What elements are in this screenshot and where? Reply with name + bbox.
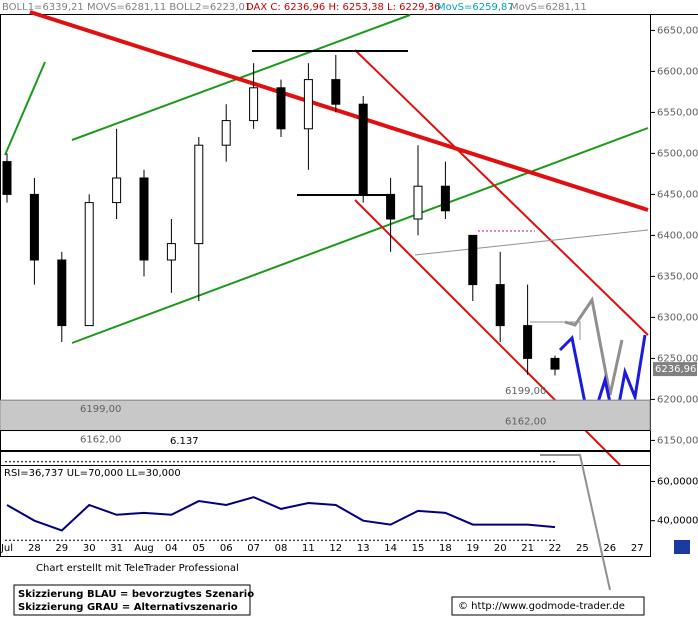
- x-tick-label: 29: [55, 543, 68, 554]
- x-tick-label: 07: [247, 543, 260, 554]
- legend-text: Skizzierung GRAU = Alternativszenario: [18, 602, 238, 613]
- x-tick-label: 21: [521, 543, 534, 554]
- candle-body: [112, 177, 122, 204]
- x-tick-label: 28: [28, 543, 41, 554]
- header-movs: MovS=6259,87: [437, 2, 514, 13]
- candle-body: [139, 177, 149, 261]
- last-price-label: 6236,96: [655, 364, 696, 375]
- x-tick-label: Jul: [0, 543, 13, 554]
- trend-lines: [4, 10, 649, 591]
- y-tick-label: 6250,00: [657, 353, 698, 364]
- x-tick-label: 14: [384, 543, 397, 554]
- support-band: [0, 399, 651, 432]
- level-label: 6199,00: [505, 386, 546, 397]
- candle-body: [221, 120, 231, 146]
- y-tick-label: 40,0000: [657, 516, 698, 527]
- credit: Chart erstellt mit TeleTrader Profession…: [36, 563, 239, 574]
- legend-text: Skizzierung BLAU = bevorzugtes Szenario: [18, 589, 254, 600]
- x-tick-label: 15: [412, 543, 425, 554]
- x-tick-label: Aug: [134, 543, 154, 554]
- x-tick-label: 19: [466, 543, 479, 554]
- rsi-title: RSI=36,737 UL=70,000 LL=30,000: [4, 468, 181, 479]
- x-tick-label: 27: [631, 543, 644, 554]
- y-tick-label: 6150,00: [657, 435, 698, 446]
- x-tick-label: 05: [192, 543, 205, 554]
- candle-body: [2, 161, 12, 195]
- candle-body: [358, 103, 368, 195]
- x-tick-label: 04: [165, 543, 178, 554]
- candle-body: [276, 87, 286, 130]
- last-price-box: [653, 362, 697, 377]
- icon: [674, 540, 690, 554]
- candle-body: [440, 185, 450, 212]
- x-tick-label: 13: [357, 543, 370, 554]
- x-tick-label: 20: [494, 543, 507, 554]
- candle-body: [303, 79, 313, 130]
- candle-body: [550, 357, 560, 370]
- level-label: 6.137: [170, 436, 199, 447]
- y-tick-label: 6200,00: [657, 394, 698, 405]
- level-label: 6162,00: [80, 435, 121, 446]
- url-box: [451, 596, 645, 616]
- x-tick-label: 06: [220, 543, 233, 554]
- candle-body: [84, 202, 94, 327]
- legend-box: [13, 584, 251, 616]
- candle-body: [495, 284, 505, 327]
- y-tick-label: 60,0000: [657, 476, 698, 487]
- x-tick-label: 26: [603, 543, 616, 554]
- x-tick-label: 22: [549, 543, 562, 554]
- x-tick-label: 30: [83, 543, 96, 554]
- x-tick-label: 11: [302, 543, 315, 554]
- y-tick-label: 6300,00: [657, 312, 698, 323]
- header-boll: BOLL1=6339,21 MOVS=6281,11 BOLL2=6223,01: [2, 2, 251, 13]
- candle-body: [29, 193, 39, 261]
- y-tick-label: 6500,00: [657, 148, 698, 159]
- candle-body: [468, 234, 478, 286]
- candle-body: [249, 87, 259, 122]
- candle-body: [523, 325, 533, 359]
- x-tick-label: 25: [576, 543, 589, 554]
- y-tick-label: 6550,00: [657, 107, 698, 118]
- header-movs: MovS=6281,11: [510, 2, 587, 13]
- candle-body: [386, 193, 396, 220]
- level-label: 6199,00: [80, 404, 121, 415]
- rsi-line: [6, 496, 556, 532]
- header-dax: DAX C: 6236,96 H: 6253,38 L: 6229,36: [246, 2, 441, 13]
- y-tick-label: 6350,00: [657, 271, 698, 282]
- y-tick-label: 6400,00: [657, 230, 698, 241]
- candle-body: [166, 243, 176, 261]
- level-label: 6162,00: [505, 417, 546, 428]
- candle-body: [331, 79, 341, 105]
- y-tick-label: 6450,00: [657, 189, 698, 200]
- x-tick-label: 12: [329, 543, 342, 554]
- x-tick-label: 08: [275, 543, 288, 554]
- y-tick-label: 6650,00: [657, 25, 698, 36]
- candle-body: [57, 259, 67, 327]
- url[interactable]: © http://www.godmode-trader.de: [458, 601, 625, 612]
- x-tick-label: 31: [110, 543, 123, 554]
- y-tick-label: 6600,00: [657, 66, 698, 77]
- candle-body: [413, 185, 423, 220]
- candle-body: [194, 144, 204, 245]
- x-tick-label: 18: [439, 543, 452, 554]
